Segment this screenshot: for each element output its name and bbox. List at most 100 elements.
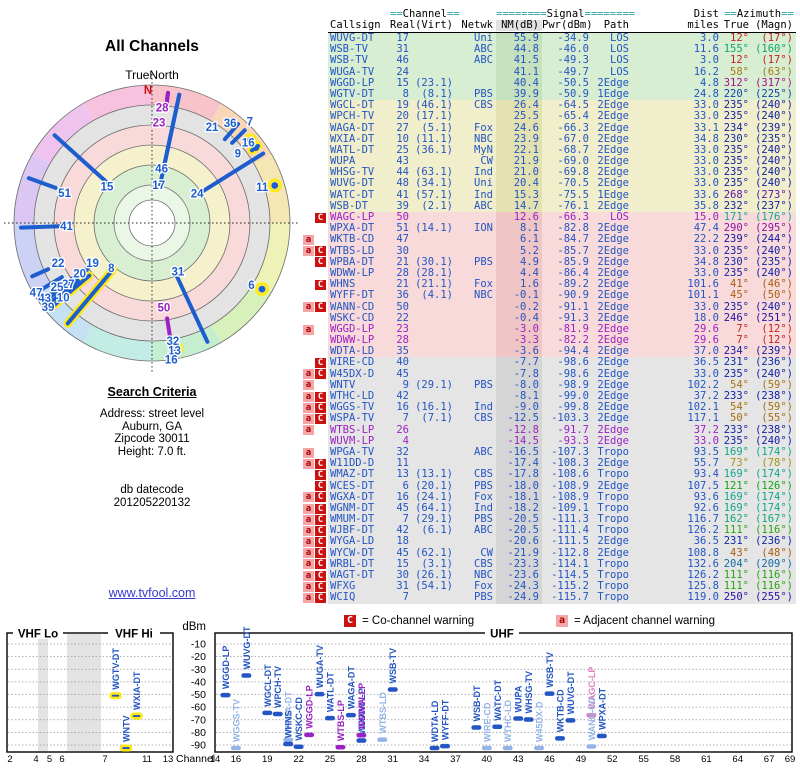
radar-spoke bbox=[30, 267, 51, 279]
adjacent-warning-slot bbox=[303, 313, 314, 323]
cell-virt: (63.1) bbox=[412, 166, 456, 179]
cell-pwr: -111.4 bbox=[542, 524, 592, 537]
cell-netwk bbox=[456, 77, 496, 90]
channel-tick-label: 25 bbox=[325, 754, 336, 765]
cell-netwk bbox=[456, 245, 496, 257]
adjacent-warning-icon: a bbox=[303, 548, 314, 559]
cell-real: 21 bbox=[390, 256, 412, 269]
cell-az-magn: (240°) bbox=[752, 111, 796, 123]
cell-virt: (6.1) bbox=[412, 524, 456, 537]
radar-channel-label: 43 bbox=[38, 293, 51, 305]
cell-az-magn: (238°) bbox=[752, 424, 796, 436]
cell-real: 21 bbox=[390, 278, 412, 291]
cell-real: 30 bbox=[390, 245, 412, 257]
table-row: WUPA 43 CW 21.9 -69.0 2Edge 33.0 235° (240°) bbox=[298, 155, 798, 168]
dbm-tick-label: -30 bbox=[191, 664, 206, 676]
cell-nm: -0.2 bbox=[496, 301, 542, 313]
radar-channel-label: 27 bbox=[62, 279, 75, 291]
cell-nm: -8.0 bbox=[496, 379, 542, 392]
cell-pwr: -98.9 bbox=[542, 379, 592, 392]
channel-tick-label: 2 bbox=[7, 754, 12, 765]
cell-az-true: 111° bbox=[722, 524, 752, 537]
radar-channel-label: 13 bbox=[168, 346, 181, 358]
cell-real: 15 bbox=[390, 558, 412, 571]
cell-az-true: 235° bbox=[722, 166, 752, 179]
cell-callsign: WGXA-DT bbox=[328, 491, 390, 503]
station-marker-label: WTBS-LD bbox=[378, 692, 388, 734]
radar-channel-label: 23 bbox=[153, 118, 166, 130]
cell-pwr: -103.3 bbox=[542, 413, 592, 425]
cell-pwr: -111.5 bbox=[542, 536, 592, 548]
cell-real: 39 bbox=[390, 200, 412, 213]
cell-miles: 16.2 bbox=[632, 66, 722, 78]
db-datecode-value: 201205220132 bbox=[113, 496, 191, 509]
cell-path: 2Edge bbox=[592, 357, 632, 369]
radar-channel-label: 25 bbox=[51, 282, 64, 294]
cell-az-magn: (240°) bbox=[752, 301, 796, 313]
station-marker bbox=[544, 691, 555, 696]
radar-channel-label: 10 bbox=[57, 293, 70, 305]
co-channel-warning-slot bbox=[315, 34, 326, 44]
station-marker-label: WSKC-CD bbox=[294, 697, 304, 741]
table-row: a C W45DX-D 45 -7.8 -98.6 2Edge 33.0 235° (240°) bbox=[298, 368, 798, 380]
adjacent-warning-icon: a bbox=[303, 425, 314, 436]
frame-label-patch bbox=[108, 626, 160, 639]
warning-markers: C bbox=[298, 469, 328, 481]
cell-az-true: 162° bbox=[722, 513, 752, 526]
radar-spoke bbox=[52, 133, 110, 185]
cell-az-magn: (240°) bbox=[752, 245, 796, 257]
cell-nm: 44.8 bbox=[496, 43, 542, 56]
cell-path: 2Edge bbox=[592, 401, 632, 414]
search-criteria: Search Criteria Address: street level Au… bbox=[0, 385, 304, 458]
table-row: a C WGNM-DT 45 (64.1) Ind -18.2 -109.1 Tropo 92.6… bbox=[298, 502, 798, 515]
cell-pwr: -108.9 bbox=[542, 491, 592, 503]
cell-az-true: 235° bbox=[722, 178, 752, 190]
table-row: WPCH-TV 20 (17.1) 25.5 -65.4 2Edge 33.0 235° (24… bbox=[298, 111, 798, 123]
station-marker-label: WPCH-TV bbox=[273, 666, 283, 708]
cell-real: 20 bbox=[390, 111, 412, 123]
cell-path: 2Edge bbox=[592, 379, 632, 392]
co-channel-warning-slot bbox=[315, 112, 326, 122]
radar-spoke bbox=[46, 278, 81, 306]
cell-miles: 47.4 bbox=[632, 222, 722, 235]
tvfool-link[interactable]: www.tvfool.com bbox=[108, 586, 196, 600]
table-row: C WPBA-DT 21 (30.1) PBS 4.9 -85.9 2Edge 34.8 230°… bbox=[298, 256, 798, 269]
cell-nm: -3.3 bbox=[496, 334, 542, 347]
cell-netwk: NBC bbox=[456, 569, 496, 582]
cell-az-true: 43° bbox=[722, 547, 752, 559]
search-zip: Zipcode 30011 bbox=[114, 433, 190, 446]
cell-nm: 5.2 bbox=[496, 245, 542, 257]
channel-tick-label: 64 bbox=[732, 754, 743, 765]
table-row: a WPGA-TV 32 ABC -16.5 -107.3 Tropo 93.5 169° (17… bbox=[298, 446, 798, 459]
cell-nm: -12.8 bbox=[496, 424, 542, 436]
cell-path: Tropo bbox=[592, 569, 632, 582]
cell-nm: -3.6 bbox=[496, 345, 542, 358]
radar-channel-label: 24 bbox=[191, 189, 204, 201]
adjacent-warning-slot bbox=[303, 470, 314, 480]
adjacent-warning-icon: a bbox=[303, 458, 314, 469]
cell-virt: (30.1) bbox=[412, 256, 456, 269]
station-marker-label: WUGA-TV bbox=[315, 645, 325, 688]
cell-miles: 29.6 bbox=[632, 334, 722, 347]
cell-pwr: -34.9 bbox=[542, 32, 592, 45]
cell-real: 44 bbox=[390, 166, 412, 179]
cell-az-magn: (251°) bbox=[752, 312, 796, 324]
adjacent-warning-slot bbox=[303, 190, 314, 200]
cell-nm: -20.5 bbox=[496, 513, 542, 526]
radar-station-dot bbox=[258, 285, 266, 293]
cell-callsign: WPCH-TV bbox=[328, 111, 390, 123]
cell-az-magn: (235°) bbox=[752, 256, 796, 269]
group-header-dist: Dist bbox=[693, 8, 719, 20]
cell-az-magn: (174°) bbox=[752, 502, 796, 515]
cell-pwr: -50.5 bbox=[542, 77, 592, 90]
cell-netwk bbox=[456, 391, 496, 403]
station-marker-label: WTBS-LP bbox=[336, 700, 346, 741]
cell-pwr: -108.9 bbox=[542, 480, 592, 492]
cell-netwk bbox=[456, 368, 496, 380]
cell-miles: 36.5 bbox=[632, 357, 722, 369]
cell-pwr: -108.6 bbox=[542, 469, 592, 481]
warning-markers bbox=[298, 178, 328, 190]
cell-nm: -7.7 bbox=[496, 357, 542, 369]
